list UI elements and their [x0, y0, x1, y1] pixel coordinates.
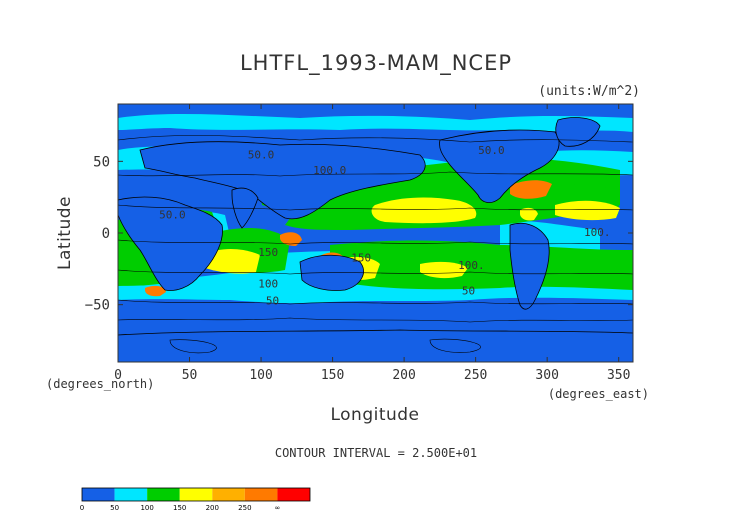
colorbar-label: 250 [238, 504, 251, 512]
y-corner-label: (degrees_north) [46, 377, 154, 391]
contour-lines [118, 135, 633, 354]
contour-label: 50 [462, 285, 475, 298]
colorbar-frame [81, 487, 311, 502]
colorbar-label: 150 [173, 504, 186, 512]
colorbar-label: ∞ [275, 504, 281, 512]
y-axis-ticks: 50 0 −50 [85, 154, 633, 314]
contour-label: 100. [584, 226, 611, 239]
y-tick-label: 0 [102, 226, 110, 242]
y-axis-title: Latitude [55, 196, 75, 270]
map-title: LHTFL_1993-MAM_NCEP [240, 51, 512, 76]
units-label: (units:W/m^2) [538, 84, 640, 99]
land-masses [118, 117, 633, 362]
x-tick-label: 250 [464, 368, 487, 383]
x-tick-label: 100 [249, 368, 272, 383]
contour-label: 50.0 [159, 209, 186, 222]
x-tick-label: 300 [535, 368, 558, 383]
y-tick-label: 50 [93, 154, 110, 170]
colorbar-label: 200 [206, 504, 219, 512]
x-tick-label: 350 [607, 368, 630, 383]
x-corner-label: (degrees_east) [548, 387, 649, 401]
map-plot-area: 50.0 100.0 50.0 50.0 100. 100. 150 150 100 50 50 [118, 104, 633, 362]
colorbar-swatch [82, 488, 115, 501]
contour-label: 100 [258, 277, 278, 290]
contour-interval-label: CONTOUR INTERVAL = 2.500E+01 [275, 446, 477, 460]
x-axis-title: Longitude [330, 405, 419, 425]
x-tick-label: 200 [392, 368, 415, 383]
contour-label: 100. [458, 259, 485, 272]
colorbar-label: 100 [140, 504, 153, 512]
colorbar-swatch [179, 488, 213, 501]
contour-label: 50.0 [478, 144, 505, 157]
colorbar-label: 50 [110, 504, 119, 512]
contour-label: 150 [258, 246, 278, 259]
colorbar-swatch [147, 488, 180, 501]
colorbar-swatch [114, 488, 148, 501]
x-axis-ticks: 0 50 100 150 200 250 300 350 [114, 104, 630, 383]
contour-labels: 50.0 100.0 50.0 50.0 100. 100. 150 150 100 50 50 [159, 144, 610, 307]
colorbar-label: 0 [80, 504, 84, 512]
x-tick-label: 50 [182, 368, 198, 383]
colorbar-swatch [244, 488, 278, 501]
colorbar-swatch [212, 488, 245, 501]
x-tick-label: 150 [321, 368, 344, 383]
contour-label: 50.0 [248, 148, 275, 161]
contour-label: 100.0 [313, 164, 346, 177]
contour-label: 150 [351, 252, 371, 265]
contour-label: 50 [266, 295, 279, 308]
x-tick-label: 0 [114, 368, 122, 383]
colorbar-swatch [277, 488, 310, 501]
y-tick-label: −50 [85, 298, 110, 314]
colorbar: 0 50 100 150 200 250 ∞ [80, 487, 311, 512]
